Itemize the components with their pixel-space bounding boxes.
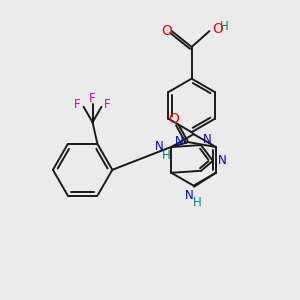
Text: N: N [175,135,184,148]
Text: H: H [220,20,229,33]
Text: N: N [154,140,164,152]
Text: N: N [185,189,194,202]
Text: H: H [162,149,171,162]
Text: F: F [104,98,111,111]
Text: F: F [74,98,81,111]
Text: N: N [203,133,212,146]
Text: H: H [193,196,202,209]
Text: O: O [161,24,172,38]
Text: F: F [89,92,96,105]
Text: O: O [212,22,223,36]
Text: O: O [168,112,179,126]
Text: N: N [218,154,226,167]
